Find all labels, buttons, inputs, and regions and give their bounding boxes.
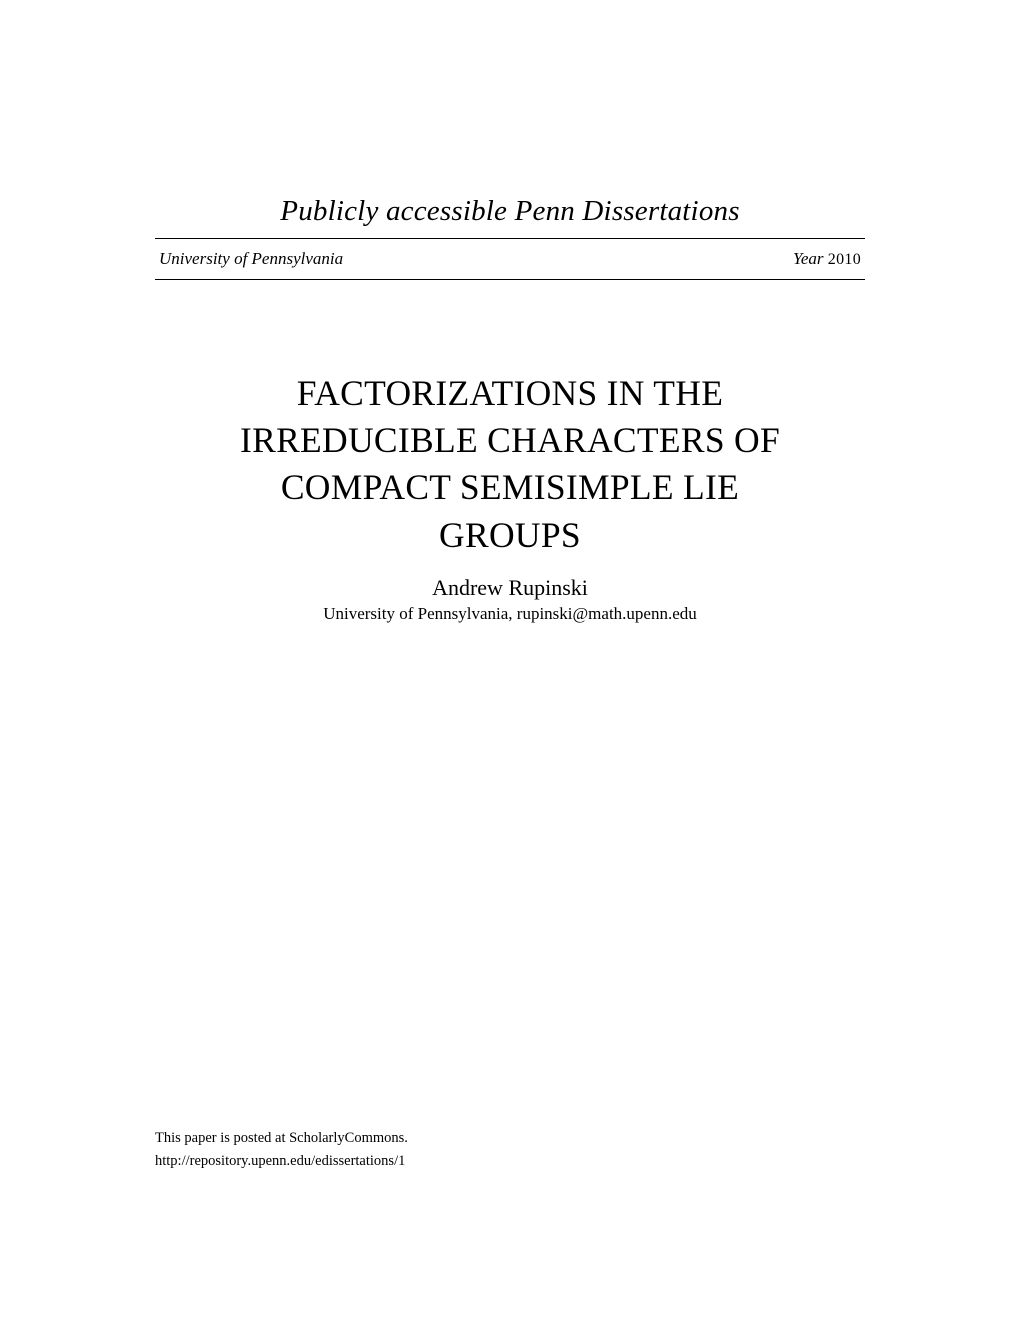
title-line-1: FACTORIZATIONS IN THE [155,370,865,417]
affiliation: University of Pennsylvania, rupinski@mat… [155,604,865,624]
title-page: Publicly accessible Penn Dissertations U… [0,0,1020,1320]
year-value: 2010 [828,251,861,268]
paper-title: FACTORIZATIONS IN THE IRREDUCIBLE CHARAC… [155,370,865,559]
title-line-2: IRREDUCIBLE CHARACTERS OF [155,417,865,464]
footer: This paper is posted at ScholarlyCommons… [155,1127,408,1172]
title-line-3: COMPACT SEMISIMPLE LIE [155,464,865,511]
series-title: Publicly accessible Penn Dissertations [155,195,865,228]
institution: University of Pennsylvania [159,249,343,269]
footer-line-1: This paper is posted at ScholarlyCommons… [155,1127,408,1149]
year-label: Year [793,249,828,268]
title-line-4: GROUPS [155,512,865,559]
year: Year 2010 [793,249,861,269]
title-block: FACTORIZATIONS IN THE IRREDUCIBLE CHARAC… [155,370,865,624]
footer-line-2: http://repository.upenn.edu/edissertatio… [155,1150,408,1172]
meta-row: University of Pennsylvania Year 2010 [155,239,865,279]
rule-bottom [155,279,865,280]
author: Andrew Rupinski [155,575,865,601]
